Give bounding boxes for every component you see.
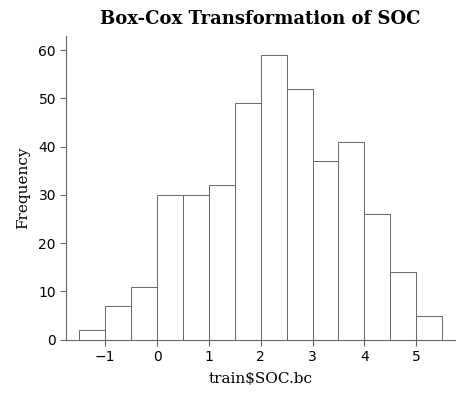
Bar [209, 185, 235, 340]
Bar [157, 195, 183, 340]
Bar [312, 161, 338, 340]
Bar [287, 88, 312, 340]
Bar [261, 55, 287, 340]
Y-axis label: Frequency: Frequency [16, 147, 30, 229]
Bar [416, 316, 442, 340]
Bar [105, 306, 131, 340]
Bar [183, 195, 209, 340]
Bar [390, 272, 416, 340]
Bar [365, 214, 390, 340]
Bar [79, 330, 105, 340]
X-axis label: train$SOC.bc: train$SOC.bc [209, 372, 313, 386]
Bar [338, 142, 365, 340]
Title: Box-Cox Transformation of SOC: Box-Cox Transformation of SOC [100, 10, 421, 28]
Bar [235, 103, 261, 340]
Bar [131, 287, 157, 340]
